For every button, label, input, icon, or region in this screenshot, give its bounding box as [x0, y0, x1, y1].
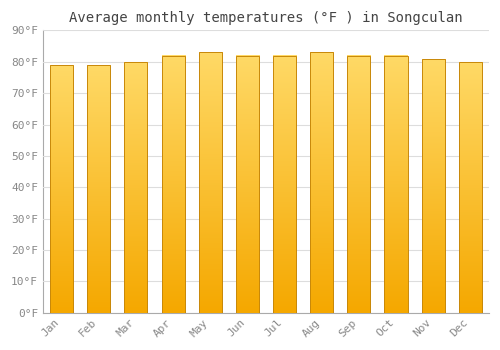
Title: Average monthly temperatures (°F ) in Songculan: Average monthly temperatures (°F ) in So… — [69, 11, 462, 25]
Bar — [310, 52, 333, 313]
Bar — [198, 52, 222, 313]
Bar — [348, 56, 370, 313]
Bar — [162, 56, 184, 313]
Bar — [459, 62, 482, 313]
Bar — [422, 59, 444, 313]
Bar — [124, 62, 148, 313]
Bar — [384, 56, 407, 313]
Bar — [273, 56, 296, 313]
Bar — [87, 65, 110, 313]
Bar — [236, 56, 259, 313]
Bar — [50, 65, 73, 313]
